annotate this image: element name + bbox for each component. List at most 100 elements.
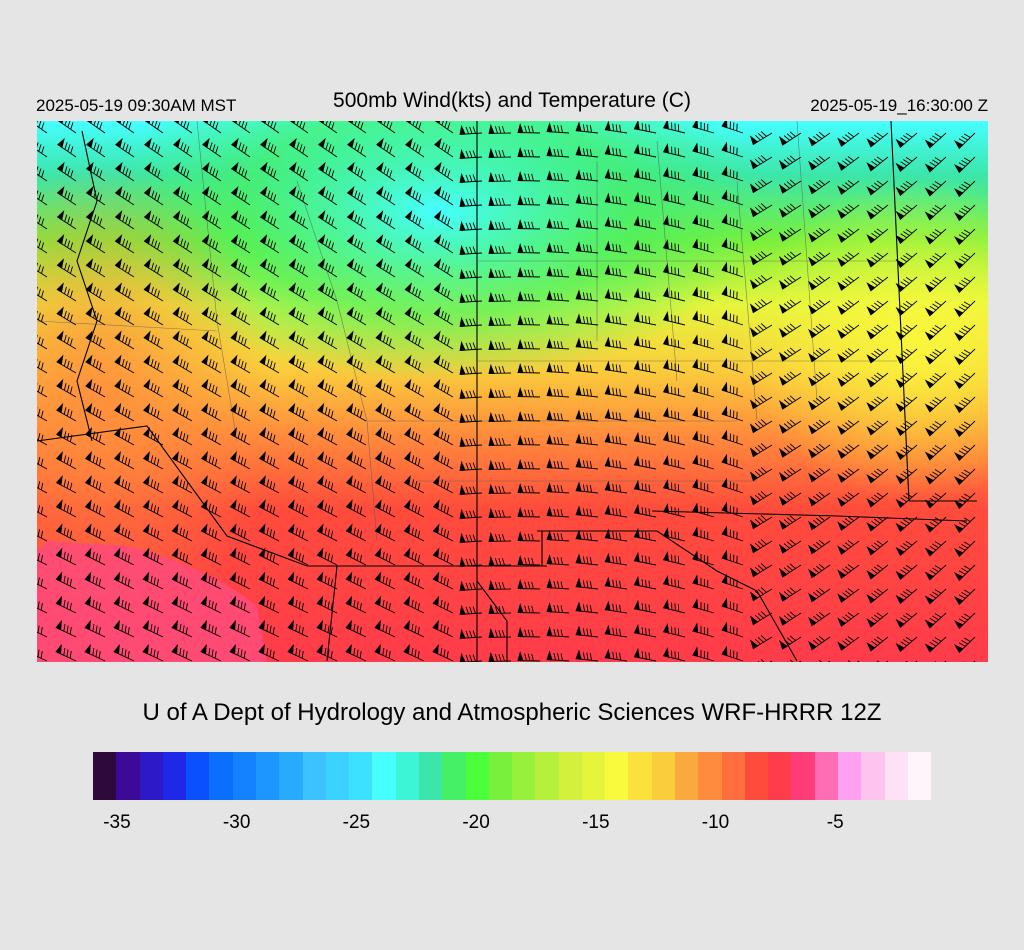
wind-barb (142, 643, 164, 662)
wind-barb (459, 556, 483, 567)
wind-barb (721, 525, 744, 542)
wind-barb (55, 499, 77, 518)
wind-barb (488, 171, 512, 182)
wind-barb (488, 627, 512, 638)
wind-barb (345, 643, 367, 662)
wind-barb (488, 483, 512, 494)
wind-barb (953, 228, 976, 246)
wind-barb (953, 396, 976, 414)
wind-barb (575, 289, 599, 302)
wind-barb (575, 553, 599, 566)
wind-barb (459, 340, 483, 351)
wind-barb (142, 571, 164, 590)
wind-barb (866, 228, 889, 244)
wind-barb (317, 185, 338, 206)
wind-barb (345, 595, 367, 614)
wind-barb (201, 306, 222, 326)
wind-barb (114, 354, 135, 374)
wind-barb (575, 145, 599, 158)
wind-barb (84, 451, 106, 470)
wind-barb (143, 282, 164, 302)
colorbar-tick-label: -30 (222, 812, 251, 833)
wind-barb (866, 564, 889, 580)
wind-barb (288, 330, 309, 350)
wind-barb (84, 499, 106, 518)
wind-barb (488, 603, 512, 614)
wind-barb (288, 426, 309, 446)
wind-barb (375, 234, 396, 254)
valid-time-label: 2025-05-19 09:30AM MST (36, 96, 237, 115)
wind-barb (837, 516, 860, 531)
wind-barb (662, 503, 686, 518)
wind-barb (287, 451, 309, 470)
wind-barb (459, 532, 483, 543)
wind-barb (778, 419, 802, 434)
wind-barb (459, 436, 483, 447)
wind-barb (749, 443, 773, 458)
wind-barb (517, 147, 541, 158)
wind-barb (895, 372, 918, 389)
wind-barb (721, 285, 744, 302)
wind-barb (778, 539, 802, 554)
wind-barb (866, 516, 889, 532)
colorbar-swatch (581, 752, 606, 800)
colorbar-swatch (325, 752, 350, 800)
wind-barb (692, 310, 715, 326)
wind-barb (259, 185, 280, 206)
wind-barb (115, 161, 135, 182)
colorbar-swatch (93, 752, 117, 800)
wind-barb (924, 252, 947, 269)
colorbar-tick-label: -20 (462, 812, 490, 833)
wind-barb (259, 234, 280, 254)
wind-barb (171, 547, 193, 566)
wind-barb (546, 386, 570, 398)
wind-barb (749, 323, 773, 338)
wind-barb (721, 381, 744, 398)
colorbar-swatch (512, 752, 536, 800)
wind-barb (404, 185, 425, 206)
wind-barb (546, 482, 570, 494)
wind-barb (57, 121, 77, 134)
wind-barb (517, 555, 541, 566)
wind-barb (113, 643, 135, 662)
wind-barb (662, 647, 686, 662)
wind-barb (289, 121, 309, 134)
colorbar-swatch (744, 752, 769, 800)
wind-barb (692, 121, 715, 134)
wind-barb (55, 523, 77, 542)
wind-barb (924, 588, 947, 605)
wind-barb (287, 619, 309, 638)
wind-barb (316, 571, 338, 590)
wind-barb (924, 372, 947, 389)
wind-barb (374, 523, 396, 542)
wind-barb (259, 210, 280, 230)
wind-barb (866, 396, 889, 412)
wind-barb (953, 348, 976, 366)
wind-barb (546, 122, 570, 134)
wind-barb (403, 523, 425, 542)
wind-barb (721, 333, 744, 350)
wind-barb (895, 516, 918, 533)
wind-barb (662, 143, 686, 158)
wind-barb (866, 588, 889, 604)
wind-barb (374, 475, 396, 494)
wind-barb (56, 330, 77, 350)
colorbar-swatch (488, 752, 513, 800)
wind-barb (318, 161, 338, 182)
wind-barb (633, 575, 657, 590)
wind-barb (432, 595, 454, 614)
wind-barb (721, 121, 744, 134)
wind-barb (403, 619, 425, 638)
wind-barb (142, 499, 164, 518)
wind-barb (202, 137, 222, 158)
wind-barb (171, 451, 193, 470)
wind-barb (37, 310, 48, 326)
wind-barb (546, 290, 570, 302)
wind-barb (37, 383, 48, 398)
wind-barb (866, 348, 889, 364)
wind-barb (662, 167, 686, 182)
wind-barb (837, 228, 860, 243)
wind-barb (172, 402, 193, 422)
wind-barb (517, 339, 541, 350)
wind-barb (172, 306, 193, 326)
